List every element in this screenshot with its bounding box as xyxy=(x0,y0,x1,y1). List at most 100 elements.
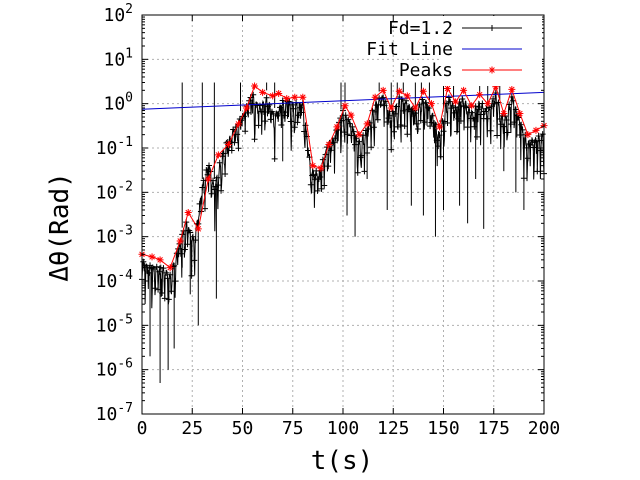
series-fd-marker xyxy=(321,182,328,189)
series-fd-marker xyxy=(307,181,314,188)
series-peaks-marker xyxy=(403,92,411,100)
series-fd-marker xyxy=(220,150,227,157)
series-fd-marker xyxy=(472,103,479,110)
series-peaks-marker xyxy=(184,209,192,217)
series-fd-marker xyxy=(494,132,501,139)
series-fd-marker xyxy=(216,159,223,166)
series-fd-marker xyxy=(459,95,466,102)
series-fd-marker xyxy=(378,95,385,102)
y-tick-label: 10-7 xyxy=(96,401,133,425)
series-fd-marker xyxy=(278,122,285,129)
series-fd-marker xyxy=(200,177,207,184)
series-fd-marker xyxy=(380,94,387,101)
x-tick-label: 75 xyxy=(282,418,304,439)
series-peaks-marker xyxy=(176,237,184,245)
series-peaks-marker xyxy=(204,175,212,183)
series-fd-marker xyxy=(228,147,235,154)
series-peaks-marker xyxy=(333,123,341,131)
series-fd-marker xyxy=(511,119,518,126)
series-fd-marker xyxy=(390,128,397,135)
series-fd-marker xyxy=(187,229,194,236)
series-fd-marker xyxy=(491,100,498,107)
series-fd-marker xyxy=(192,237,199,244)
series-fd-marker xyxy=(384,119,391,126)
series-fd-marker xyxy=(267,116,274,123)
series-fd-marker xyxy=(368,144,375,151)
series-peaks-marker xyxy=(341,102,349,110)
series-fd-marker xyxy=(451,109,458,116)
series-fd-marker xyxy=(318,185,325,192)
series-fd-marker xyxy=(290,105,297,112)
series-fd-marker xyxy=(519,126,526,133)
series-fd-marker xyxy=(502,113,509,120)
series-peaks-marker xyxy=(435,123,443,131)
series-fd-marker xyxy=(161,295,168,302)
series-peaks-marker xyxy=(371,93,379,101)
series-fd-marker xyxy=(370,124,377,131)
series-fd-marker xyxy=(301,128,308,135)
series-fd-marker xyxy=(504,129,511,136)
series-fd-marker xyxy=(275,110,282,117)
y-tick-label: 10-5 xyxy=(96,312,133,336)
series-peaks-marker xyxy=(243,104,251,112)
series-fd-marker xyxy=(258,108,265,115)
series-fd-marker xyxy=(297,104,304,111)
series-peaks-marker xyxy=(411,104,419,112)
series-fd-marker xyxy=(421,119,428,126)
series-peaks-marker xyxy=(452,98,460,106)
series-fd-marker xyxy=(215,182,222,189)
series-peaks-marker xyxy=(484,100,492,108)
series-fd-marker xyxy=(372,108,379,115)
series-peaks-marker xyxy=(379,86,387,94)
series-fd-marker xyxy=(487,127,494,134)
series-fd-marker xyxy=(474,133,480,140)
series-fd-marker xyxy=(255,122,262,129)
series-peaks-marker xyxy=(500,110,508,118)
series-fit-line xyxy=(141,91,545,110)
series-fd-marker xyxy=(263,94,270,101)
series-fd-marker xyxy=(231,139,238,146)
series-fd-marker xyxy=(429,112,436,119)
series-fd-marker xyxy=(520,175,527,182)
series-fd-marker xyxy=(203,167,210,174)
series-fd-marker xyxy=(439,118,446,125)
series-fd-marker xyxy=(530,144,537,151)
series-fd-marker xyxy=(260,108,267,115)
series-fd-marker xyxy=(168,288,175,295)
series-fd-marker xyxy=(352,141,359,148)
legend-label-fd: Fd=1.2 xyxy=(388,18,453,39)
series-peaks-marker xyxy=(283,95,291,103)
series-peaks-marker xyxy=(156,256,164,264)
series-fd-marker xyxy=(210,177,217,184)
plot-area xyxy=(138,82,548,384)
series-fd-marker xyxy=(218,187,225,194)
series-fd-marker xyxy=(155,286,162,293)
series-fd-marker xyxy=(437,153,444,160)
series-fd-marker xyxy=(401,123,408,130)
series-fd-marker xyxy=(349,123,356,130)
series-fd-marker xyxy=(177,250,184,257)
series-fd-marker xyxy=(361,168,368,175)
series-fd-marker xyxy=(381,102,388,109)
series-peaks-marker xyxy=(234,120,242,128)
series-fd-marker xyxy=(327,147,334,154)
series-fd-marker xyxy=(196,200,203,207)
series-fd-marker xyxy=(415,126,422,133)
series-fd-marker xyxy=(531,139,538,146)
series-fd-marker xyxy=(248,100,255,107)
series-fd-marker xyxy=(295,112,302,119)
x-tick-label: 175 xyxy=(477,418,510,439)
series-fd-marker xyxy=(424,104,431,111)
series-fd-marker xyxy=(234,131,241,138)
series-fd-marker xyxy=(483,105,490,112)
series-fd-marker xyxy=(211,186,218,193)
y-axis-title: Δθ(Rad) xyxy=(45,172,75,282)
series-fd-marker xyxy=(490,95,497,102)
series-peaks-marker xyxy=(299,93,307,101)
series-fd-marker xyxy=(369,107,376,114)
x-tick-label: 25 xyxy=(181,418,203,439)
series-peaks-marker xyxy=(194,225,202,233)
series-fd-marker xyxy=(294,119,301,126)
series-fd-marker xyxy=(181,246,188,253)
